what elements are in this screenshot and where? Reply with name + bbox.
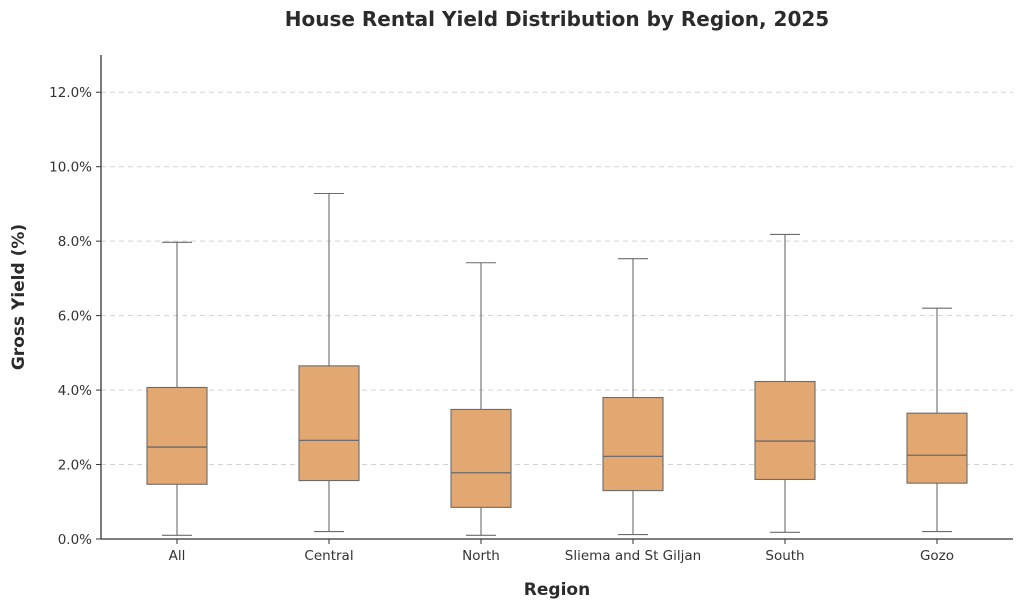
x-tick-label: South <box>765 548 804 564</box>
x-tick-label: Central <box>304 548 353 564</box>
y-tick-label: 0.0% <box>58 532 92 548</box>
box-group <box>602 258 664 536</box>
y-tick-label: 2.0% <box>58 458 92 474</box>
iqr-box <box>146 386 208 485</box>
y-tick-label: 8.0% <box>58 234 92 250</box>
grid-lines <box>101 91 1013 466</box>
axes <box>100 55 1013 540</box>
y-tick-label: 12.0% <box>49 85 92 101</box>
iqr-box <box>906 412 968 484</box>
box-group <box>450 262 512 536</box>
x-axis-label: Region <box>524 580 590 600</box>
x-tick-label: North <box>462 548 500 564</box>
box-series <box>146 192 968 536</box>
y-tick-label: 4.0% <box>58 383 92 399</box>
y-tick-labels: 0.0% 2.0% 4.0% 6.0% 8.0% 10.0% 12.0% <box>49 85 101 548</box>
box-group <box>298 192 360 533</box>
y-tick-label: 6.0% <box>58 309 92 325</box>
box-group <box>906 307 968 533</box>
x-tick-label: Sliema and St Giljan <box>565 548 701 564</box>
y-tick-label: 10.0% <box>49 160 92 176</box>
x-tick-label: Gozo <box>920 548 954 564</box>
box-group <box>146 241 208 536</box>
x-tick-label: All <box>169 548 186 564</box>
iqr-box <box>298 365 360 482</box>
chart-title: House Rental Yield Distribution by Regio… <box>285 7 829 31</box>
x-tick-labels: All Central North Sliema and St Giljan South… <box>169 539 954 564</box>
iqr-box <box>450 408 512 508</box>
iqr-box <box>602 396 664 492</box>
y-axis-label: Gross Yield (%) <box>9 224 29 370</box>
box-group <box>754 233 816 533</box>
iqr-box <box>754 380 816 480</box>
